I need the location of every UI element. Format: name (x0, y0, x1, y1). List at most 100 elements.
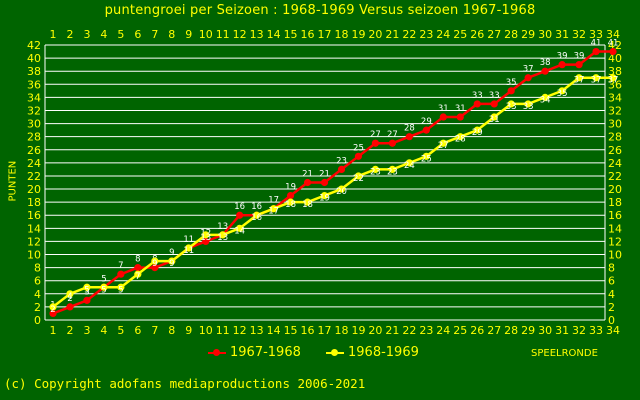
y-tick-label-left-18: 18 (27, 196, 41, 209)
point-1968-1969-1 (49, 303, 57, 311)
x-tick-label-top-29: 29 (521, 28, 535, 41)
data-label-1968-1969-6: 7 (135, 272, 140, 282)
point-1968-1969-20 (371, 165, 380, 174)
data-label-1967-1968-25: 31 (455, 104, 466, 114)
point-1968-1969-31 (558, 87, 566, 95)
y-tick-label-left-2: 2 (34, 301, 41, 314)
point-1968-1969-10 (202, 231, 210, 239)
point-1968-1969-15 (286, 198, 295, 206)
point-1967-1968-29 (524, 74, 532, 82)
point-1967-1968-5 (117, 270, 125, 278)
data-label-1967-1968-12: 16 (234, 202, 245, 212)
data-label-1967-1968-23: 29 (421, 117, 432, 127)
x-tick-label-top-8: 8 (168, 28, 175, 41)
data-label-1968-1969-2: 4 (67, 292, 72, 302)
data-label-1968-1969-3: 5 (84, 285, 89, 295)
point-1967-1968-23 (422, 126, 430, 134)
x-tick-label-bottom-18: 18 (334, 324, 348, 337)
x-tick-label-bottom-15: 15 (284, 324, 298, 337)
point-1967-1968-10 (202, 237, 210, 246)
y-tick-label-right-26: 26 (608, 144, 622, 157)
y-tick-label-left-16: 16 (27, 209, 41, 222)
x-tick-label-top-2: 2 (66, 28, 73, 41)
data-label-1968-1969-1: 2 (50, 305, 55, 315)
y-tick-label-right-6: 6 (608, 275, 615, 288)
y-tick-label-left-20: 20 (27, 183, 41, 196)
x-tick-label-bottom-5: 5 (117, 324, 124, 337)
y-tick-label-right-16: 16 (608, 209, 622, 222)
x-tick-label-top-23: 23 (419, 28, 433, 41)
x-tick-label-top-30: 30 (538, 28, 552, 41)
x-tick-label-bottom-26: 26 (470, 324, 484, 337)
series-line-1968-1969 (52, 76, 613, 308)
y-tick-label-left-28: 28 (27, 131, 41, 144)
y-tick-label-left-0: 0 (34, 314, 41, 327)
x-tick-label-bottom-25: 25 (453, 324, 467, 337)
point-1967-1968-17 (320, 178, 329, 187)
x-tick-label-bottom-19: 19 (351, 324, 365, 337)
data-label-1967-1968-32: 39 (574, 52, 585, 62)
x-tick-label-bottom-2: 2 (66, 324, 73, 337)
point-1968-1969-8 (168, 257, 176, 265)
data-label-1967-1968-28: 35 (506, 78, 517, 88)
y-tick-label-right-30: 30 (608, 118, 622, 131)
y-tick-label-right-14: 14 (608, 222, 622, 235)
x-tick-label-top-10: 10 (199, 28, 213, 41)
point-1967-1968-15 (286, 191, 295, 200)
x-tick-label-top-27: 27 (487, 28, 501, 41)
point-1968-1969-13 (253, 211, 261, 219)
point-1967-1968-26 (473, 100, 481, 108)
data-label-1967-1968-17: 21 (319, 170, 330, 180)
data-label-1968-1969-5: 5 (118, 285, 123, 295)
x-tick-label-top-34: 34 (606, 28, 620, 41)
data-label-1968-1969-29: 33 (523, 102, 534, 112)
point-1968-1969-29 (524, 100, 532, 108)
data-label-1967-1968-2: 2 (67, 294, 72, 304)
y-tick-label-left-40: 40 (27, 52, 41, 65)
data-label-1968-1969-15: 18 (285, 200, 296, 210)
y-tick-label-left-8: 8 (34, 262, 41, 275)
y-tick-label-right-10: 10 (608, 249, 622, 262)
point-1967-1968-1 (49, 309, 57, 318)
legend-entry-1968-1969: 1968-1969 (326, 345, 419, 360)
point-1967-1968-6 (134, 264, 142, 272)
legend-entry-1967-1968: 1967-1968 (208, 345, 301, 360)
x-tick-label-top-14: 14 (267, 28, 281, 41)
data-label-1968-1969-32: 37 (574, 76, 585, 86)
y-tick-label-left-4: 4 (34, 288, 41, 301)
x-tick-label-top-28: 28 (504, 28, 518, 41)
data-label-1967-1968-4: 5 (101, 274, 106, 284)
point-1967-1968-24 (439, 113, 447, 121)
point-1968-1969-26 (473, 126, 481, 134)
x-tick-label-top-9: 9 (185, 28, 192, 41)
data-label-1967-1968-6: 8 (135, 255, 140, 265)
data-label-1968-1969-11: 13 (217, 233, 228, 243)
point-1968-1969-21 (388, 165, 396, 174)
data-label-1967-1968-33: 41 (591, 39, 602, 49)
x-tick-label-top-15: 15 (284, 28, 298, 41)
point-1968-1969-25 (456, 133, 464, 141)
x-tick-label-bottom-10: 10 (199, 324, 213, 337)
x-tick-label-bottom-12: 12 (233, 324, 247, 337)
point-1967-1968-12 (236, 211, 244, 219)
x-tick-label-bottom-4: 4 (100, 324, 107, 337)
y-tick-label-left-22: 22 (27, 170, 41, 183)
point-1968-1969-14 (270, 205, 278, 213)
data-label-1967-1968-34: 41 (608, 39, 619, 49)
x-tick-label-top-26: 26 (470, 28, 484, 41)
data-label-1968-1969-17: 19 (319, 194, 330, 204)
y-tick-label-left-10: 10 (27, 249, 41, 262)
x-tick-label-top-24: 24 (436, 28, 450, 41)
y-tick-label-left-12: 12 (27, 235, 41, 248)
data-label-1968-1969-27: 31 (489, 115, 500, 125)
point-1968-1969-24 (439, 139, 447, 147)
point-1968-1969-4 (100, 283, 108, 291)
x-tick-label-bottom-32: 32 (572, 324, 586, 337)
copyright-text: (c) Copyright adofans mediaproductions 2… (4, 376, 366, 391)
x-tick-label-top-31: 31 (555, 28, 569, 41)
x-tick-label-top-11: 11 (216, 28, 230, 41)
data-label-1967-1968-20: 27 (370, 130, 381, 140)
data-label-1968-1969-19: 22 (353, 174, 364, 184)
x-tick-label-top-5: 5 (117, 28, 124, 41)
point-1968-1969-22 (405, 159, 413, 167)
